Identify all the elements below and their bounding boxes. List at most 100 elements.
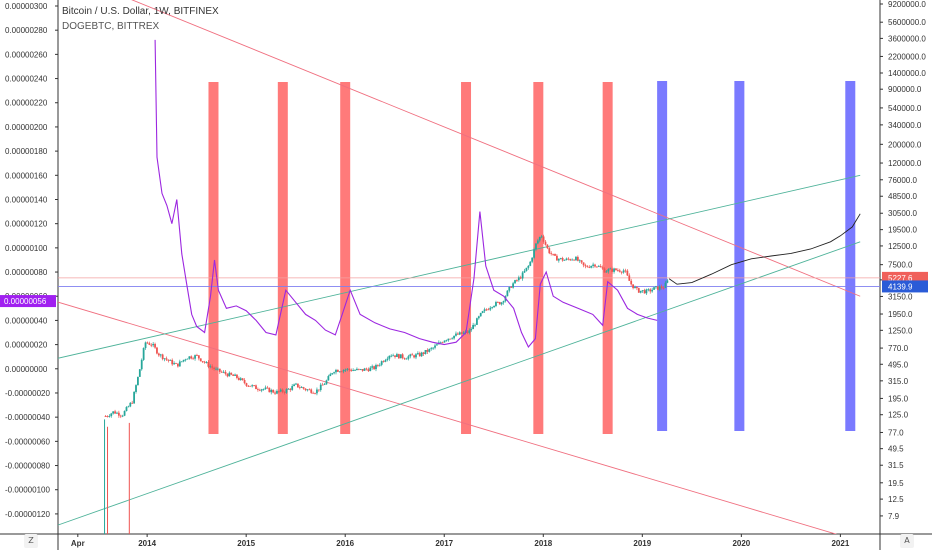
candle-body — [399, 354, 402, 359]
candle — [548, 247, 551, 255]
candle-body — [138, 369, 141, 377]
candle-body — [245, 383, 248, 386]
left-tick-label: 0.00000000 — [5, 365, 48, 374]
x-tick-label: 2018 — [534, 539, 552, 548]
candle-body — [449, 338, 452, 340]
candle-body — [314, 393, 316, 395]
candle — [369, 366, 372, 372]
candle — [521, 271, 524, 281]
candle-body — [127, 406, 130, 408]
candle — [470, 327, 473, 332]
candle-body — [613, 268, 615, 272]
candle-body — [335, 369, 337, 373]
candle-body — [498, 302, 501, 305]
candle-body — [222, 371, 225, 373]
candle — [510, 286, 513, 288]
candle — [218, 368, 221, 375]
candle — [356, 367, 358, 371]
candle — [392, 353, 395, 357]
candle — [597, 264, 600, 268]
candle-body — [418, 353, 421, 357]
candle-body — [161, 354, 164, 360]
left-tick-label: -0.00000100 — [5, 486, 50, 495]
candle-body — [556, 255, 558, 261]
candle — [306, 388, 309, 392]
auto-scale-right-button[interactable]: A — [900, 534, 914, 548]
auto-scale-left-button[interactable]: Z — [24, 534, 38, 548]
candle-body — [312, 392, 315, 394]
candle — [289, 388, 292, 392]
candle-body — [167, 359, 170, 361]
candle-body — [239, 378, 242, 380]
candle-body — [281, 389, 284, 393]
candle-body — [350, 369, 353, 371]
candle — [157, 352, 160, 357]
candle — [399, 354, 402, 359]
candle — [416, 351, 419, 355]
candle-body — [117, 412, 120, 416]
candle-body — [325, 380, 328, 385]
candle-body — [403, 358, 406, 359]
candle — [662, 286, 665, 290]
candle — [304, 388, 307, 392]
candle-body — [232, 374, 235, 376]
candle-body — [405, 358, 408, 360]
legend-overlay-symbol[interactable]: DOGEBTC, BITTREX — [62, 21, 160, 32]
candle-body — [616, 270, 619, 271]
candle — [291, 384, 294, 391]
candle-body — [251, 385, 254, 387]
candle-body — [144, 342, 147, 349]
candle-body — [317, 389, 320, 391]
candle — [367, 367, 370, 373]
candle — [552, 253, 555, 256]
legend-main-symbol[interactable]: Bitcoin / U.S. Dollar, 1W, BITFINEX — [62, 6, 219, 17]
candle — [647, 288, 650, 292]
candle — [119, 414, 122, 419]
candle — [180, 361, 183, 363]
candle — [106, 415, 109, 418]
right-tick-label: 12.5 — [888, 495, 904, 504]
right-tick-label: 495.0 — [888, 360, 909, 369]
candle-body — [359, 369, 362, 370]
candle-body — [413, 355, 415, 358]
candle — [527, 265, 530, 270]
candle-body — [285, 389, 288, 393]
candle — [643, 288, 646, 294]
candle-body — [559, 258, 562, 259]
candle — [434, 343, 436, 350]
candle-body — [496, 302, 499, 303]
candle — [502, 300, 505, 305]
candle-body — [159, 354, 162, 356]
candle-body — [287, 388, 290, 390]
candle-body — [226, 373, 229, 377]
candle — [363, 367, 366, 371]
x-tick-label: 2014 — [138, 539, 156, 548]
candle — [310, 388, 313, 394]
candle-body — [209, 366, 212, 368]
candle — [186, 358, 189, 360]
right-tick-label: 76000.0 — [888, 176, 917, 185]
left-tick-label: 0.00000160 — [5, 171, 48, 180]
candle — [550, 251, 553, 256]
candle — [472, 322, 475, 330]
candle — [477, 315, 480, 320]
candle — [483, 307, 486, 313]
candle-body — [361, 369, 364, 371]
candle-body — [112, 411, 115, 414]
candle — [405, 357, 408, 360]
candle-body — [548, 248, 551, 254]
right-tick-label: 1950.0 — [888, 310, 913, 319]
candle — [561, 256, 564, 262]
candle-body — [597, 266, 600, 267]
candle-body — [270, 389, 273, 393]
candle — [603, 267, 606, 273]
candle — [161, 353, 164, 361]
candle — [489, 306, 492, 312]
candle-body — [319, 384, 322, 391]
candle — [500, 301, 503, 306]
candle-body — [230, 372, 233, 375]
candle — [359, 368, 362, 371]
candle-body — [354, 370, 356, 371]
candle — [308, 388, 311, 391]
